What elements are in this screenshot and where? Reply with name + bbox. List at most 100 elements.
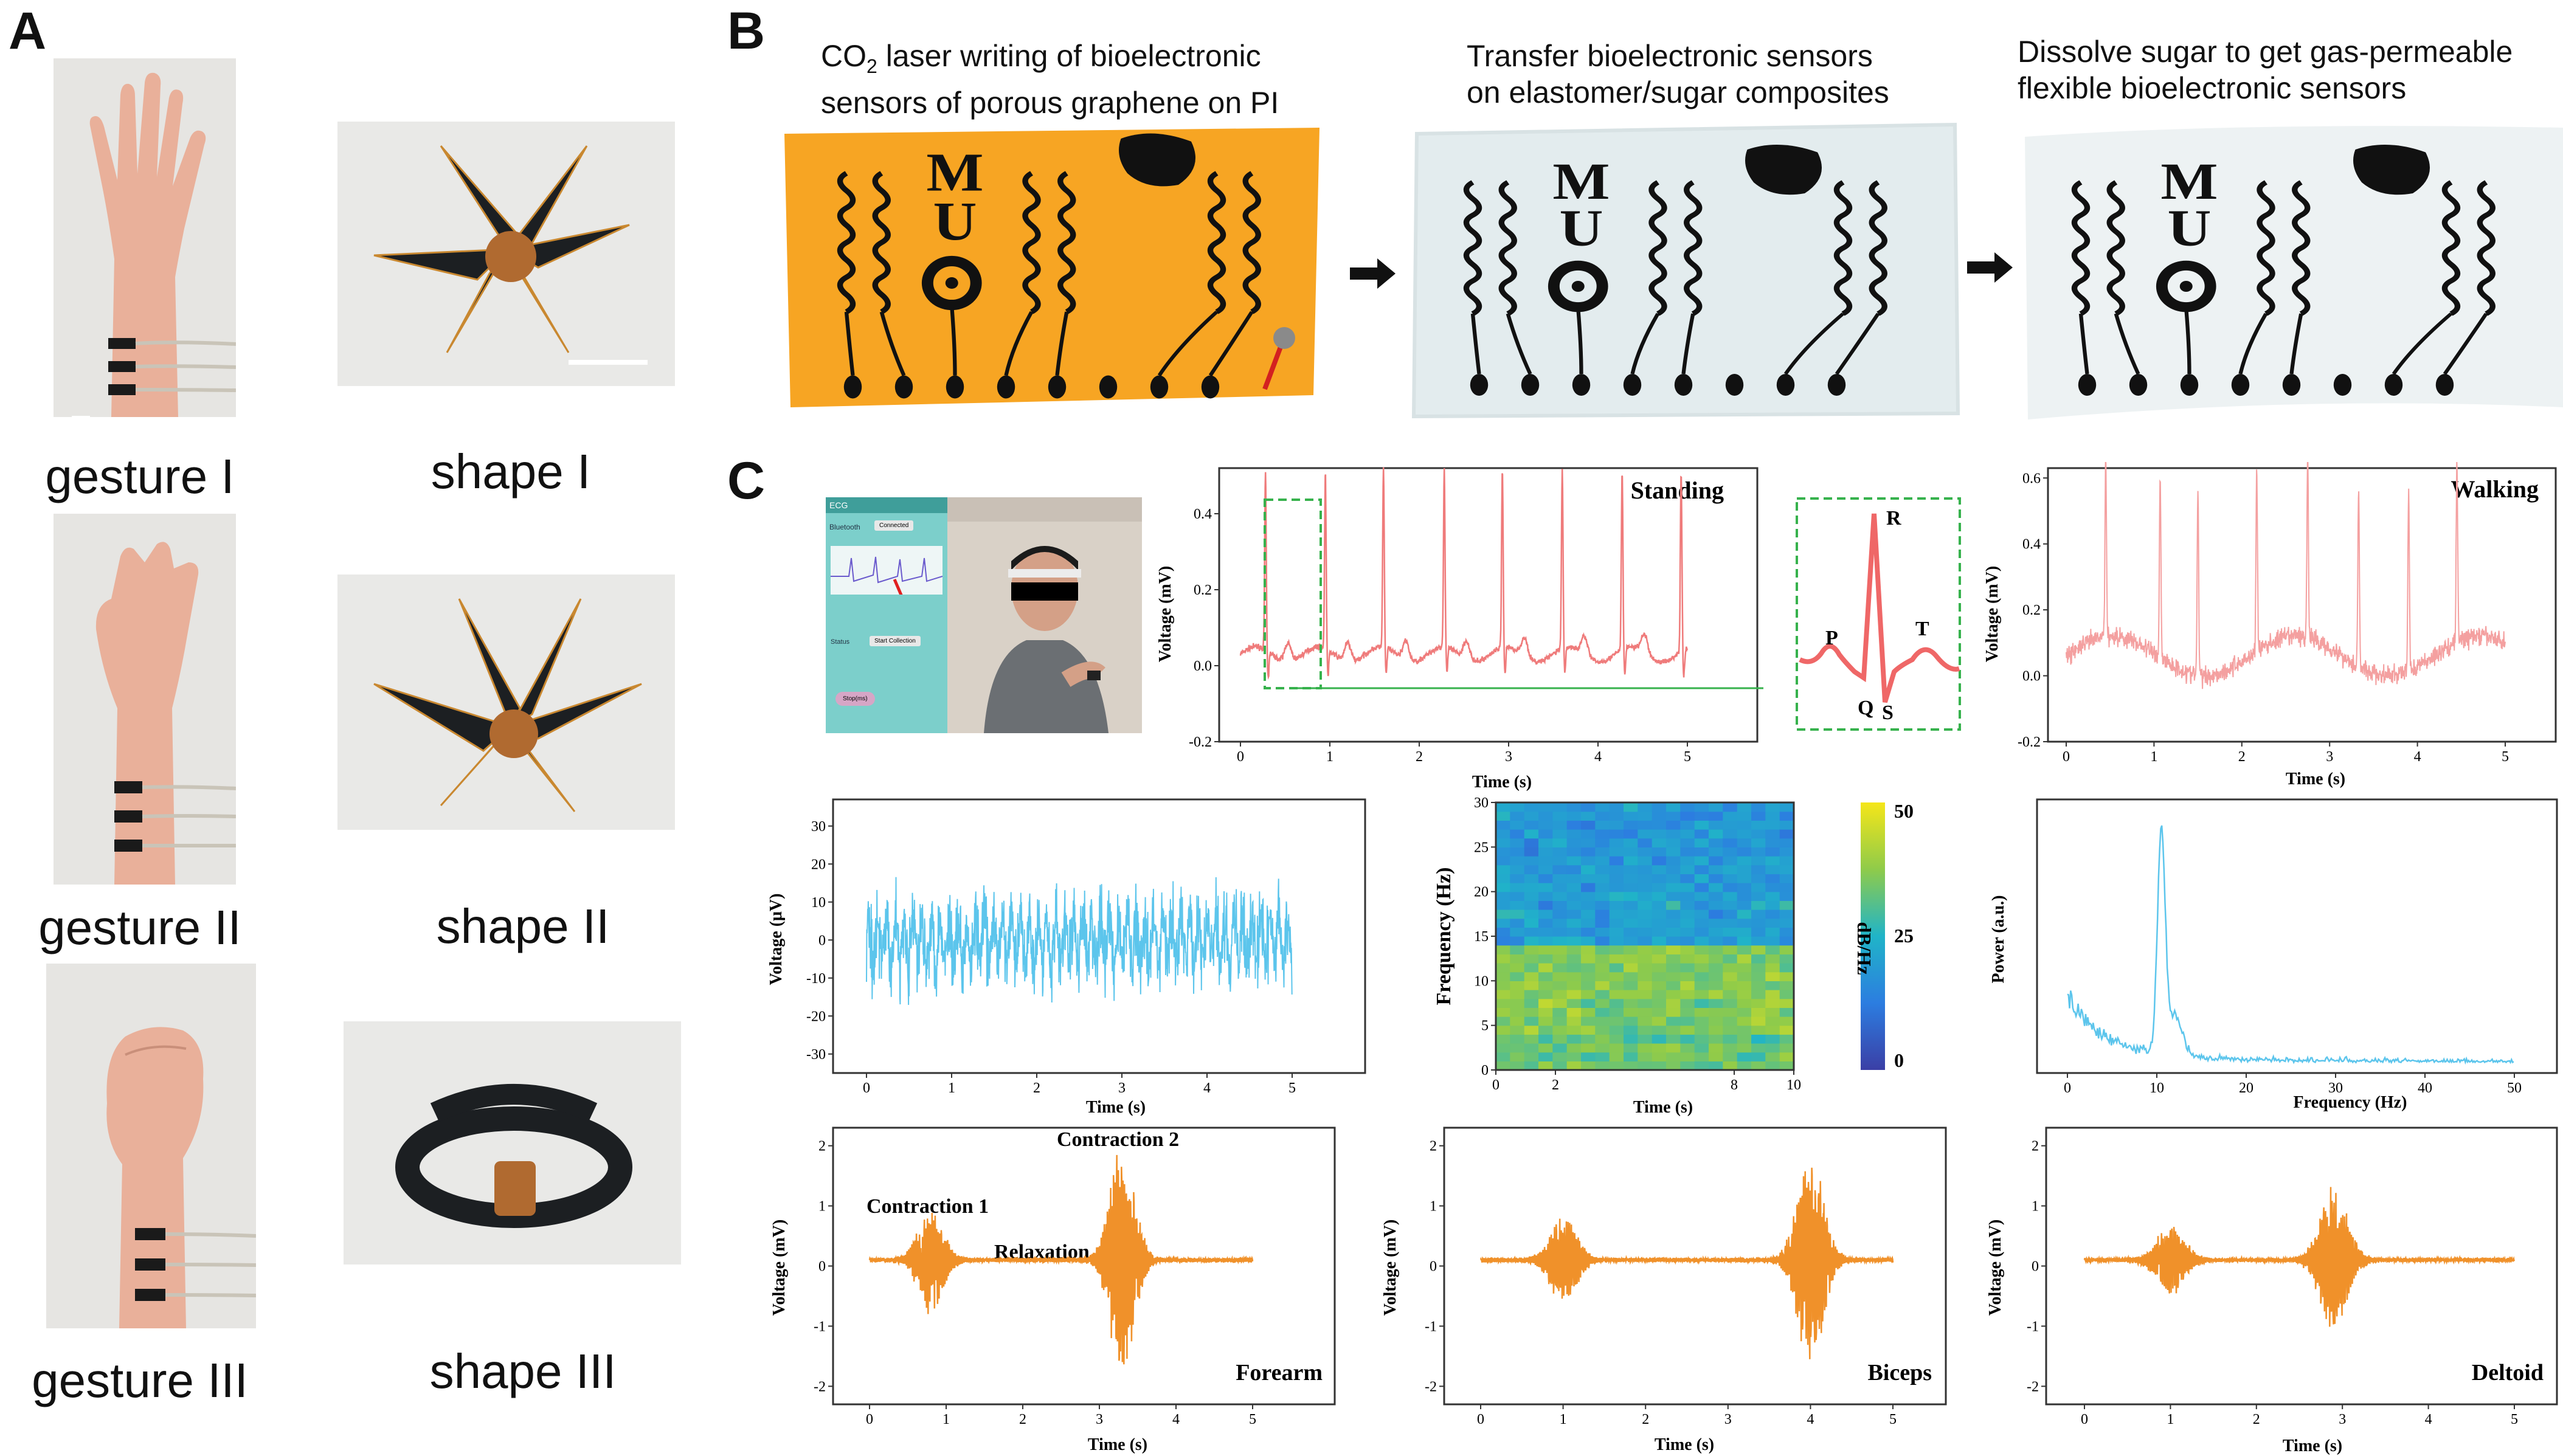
emg-forearm-series-line (868, 1154, 1254, 1365)
spectrogram-cell (1723, 1025, 1738, 1035)
spectrogram-cell (1723, 936, 1738, 946)
spectrogram-cell (1552, 1016, 1568, 1026)
spectrogram-cell (1524, 927, 1539, 937)
spectrogram-cell (1680, 945, 1695, 954)
spectrogram-cell (1694, 1043, 1709, 1053)
spectrogram-cell (1609, 891, 1624, 901)
spectrogram-cell (1723, 1061, 1738, 1071)
spec-y-tick-6: 30 (1474, 795, 1489, 811)
spectrogram-cell (1751, 847, 1766, 857)
spectrogram-xticks: 0 2 8 10 (1492, 1070, 1801, 1093)
spectrogram-cell (1680, 856, 1695, 866)
spectrogram-cell (1737, 811, 1752, 821)
spectrogram-cell (1595, 802, 1610, 812)
ecg-walking-y-tick-0: 0.6 (2022, 471, 2041, 486)
spectrogram-cell (1652, 981, 1667, 990)
ecg-standing-chart: Standing 0.4 0.2 0.0 -0.2 0 1 2 3 4 5 Time (s) V… (1156, 467, 1763, 792)
panel-b-fabrication-illustration: M U (784, 122, 2563, 419)
spec-y-tick-1: 5 (1481, 1018, 1489, 1034)
psd-ylabel: Power (a.u.) (1989, 895, 2008, 984)
spectrogram-cell (1723, 954, 1738, 964)
eeg-y-tick-3: 0 (818, 933, 826, 948)
spectrogram-cell (1624, 990, 1638, 999)
spectrogram-cell (1666, 802, 1681, 812)
phone-connect-button[interactable]: Connected (874, 520, 914, 531)
spectrogram-cell (1652, 1007, 1667, 1017)
spectrogram-cell (1566, 891, 1582, 901)
spectrogram-cell (1709, 918, 1723, 928)
spectrogram-cell (1510, 829, 1525, 839)
emgb-y-tick-2: 0 (1430, 1259, 1437, 1275)
phone-stop-button[interactable]: Stop(ms) (835, 692, 875, 706)
spectrogram-cell (1552, 874, 1568, 883)
step-1-line1: laser writing of bioelectronic (877, 39, 1261, 73)
spectrogram-cell (1709, 874, 1723, 883)
spectrogram-cell (1680, 883, 1695, 892)
spectrogram-cell (1581, 936, 1596, 946)
spectrogram-cell (1765, 820, 1780, 830)
spectrogram-cell (1566, 927, 1582, 937)
spectrogram-cell (1779, 847, 1794, 857)
spectrogram-cell (1638, 918, 1653, 928)
spectrogram-cell (1496, 954, 1510, 964)
eeg-time-xlabel: Time (s) (1086, 1098, 1146, 1116)
spectrogram-cell (1524, 954, 1539, 964)
emgf-x-tick-2: 2 (1019, 1412, 1026, 1427)
spectrogram-cell (1552, 1025, 1568, 1035)
emgd-x-tick-4: 4 (2425, 1412, 2432, 1427)
spectrogram-cell (1666, 820, 1681, 830)
spectrogram-chart: 0 5 10 15 20 25 30 0 2 8 10 Time (s) Frequency (H… (1433, 795, 1801, 1117)
phone-start-button[interactable]: Start Collection (870, 636, 921, 646)
spectrogram-cell (1510, 900, 1525, 910)
spectrogram-cell (1694, 971, 1709, 981)
spec-y-tick-5: 25 (1474, 840, 1489, 855)
spectrogram-cell (1737, 1043, 1752, 1053)
spectrogram-cell (1751, 1043, 1766, 1053)
spectrogram-cell (1595, 883, 1610, 892)
spectrogram-cell (1496, 1025, 1510, 1035)
spectrogram-cell (1723, 971, 1738, 981)
spectrogram-cell (1737, 847, 1752, 857)
spectrogram-cell (1680, 829, 1695, 839)
spectrogram-cell (1765, 883, 1780, 892)
spectrogram-cell (1566, 963, 1582, 973)
spec-x-tick-1: 2 (1552, 1077, 1559, 1093)
spectrogram-cell (1765, 990, 1780, 999)
colorbar-label: dB/Hz (1853, 922, 1875, 975)
spectrogram-cell (1595, 971, 1610, 981)
spectrogram-cell (1666, 900, 1681, 910)
eeg-x-tick-5: 5 (1288, 1080, 1296, 1096)
spectrogram-yticks: 0 5 10 15 20 25 30 (1474, 795, 1496, 1078)
spectrogram-cell (1538, 856, 1553, 866)
spectrogram-cell (1609, 990, 1624, 999)
spectrogram-cell (1595, 811, 1610, 821)
spectrogram-cell (1779, 900, 1794, 910)
spectrogram-cell (1524, 998, 1539, 1008)
spectrogram-cell (1609, 1052, 1624, 1061)
spectrogram-cell (1680, 981, 1695, 990)
spectrogram-cell (1510, 820, 1525, 830)
spectrogram-cell (1765, 998, 1780, 1008)
spectrogram-cell (1638, 936, 1653, 946)
spectrogram-cell (1566, 971, 1582, 981)
spectrogram-cell (1552, 945, 1568, 954)
shape-2-photo (337, 574, 675, 830)
emg-forearm-yticks: 2 1 0 -1 -2 (814, 1139, 833, 1395)
spectrogram-cell (1680, 864, 1695, 874)
spectrogram-cell (1609, 847, 1624, 857)
spectrogram-cell (1765, 909, 1780, 919)
spectrogram-cell (1510, 802, 1525, 812)
spectrogram-cell (1524, 990, 1539, 999)
spectrogram-cell (1609, 802, 1624, 812)
spectrogram-cell (1652, 891, 1667, 901)
emgb-x-tick-1: 1 (1560, 1412, 1567, 1427)
spectrogram-cell (1552, 981, 1568, 990)
eeg-time-ylabel: Voltage (μV) (767, 894, 786, 985)
spectrogram-cell (1609, 820, 1624, 830)
spectrogram-cell (1538, 963, 1553, 973)
spectrogram-cell (1652, 1043, 1667, 1053)
spectrogram-cell (1680, 802, 1695, 812)
ecg-walking-yticks: 0.6 0.4 0.2 0.0 -0.2 (2018, 471, 2048, 750)
spectrogram-cell (1652, 838, 1667, 847)
emg-deltoid-ylabel: Voltage (mV) (1986, 1220, 2005, 1316)
